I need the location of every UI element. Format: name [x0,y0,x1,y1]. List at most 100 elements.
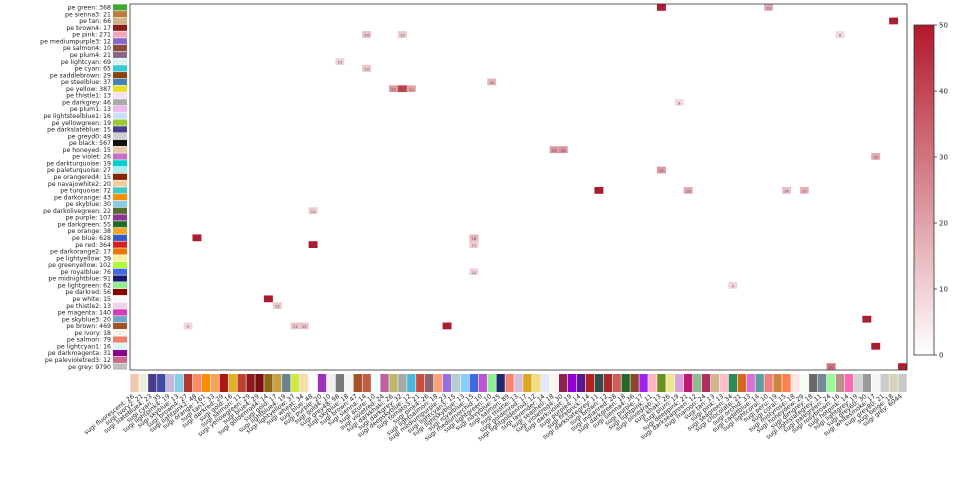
row-swatch [113,146,127,153]
column-swatch [157,374,166,392]
row-color-swatches [113,4,127,370]
row-label: pe darkslateblue: 15 [47,127,111,134]
row-label: pe darkorange: 43 [54,194,111,201]
column-swatch [130,374,139,392]
row-swatch [113,92,127,99]
row-label: pe black: 567 [69,140,111,147]
cell-value: 50 [873,345,878,349]
column-swatch [692,374,702,392]
heatmap-cell [558,146,568,154]
row-label: pe magenta: 140 [58,310,111,317]
cell-value: 50 [445,325,450,329]
heatmap-cell [406,85,416,93]
row-label: pe grey: 9790 [68,364,111,371]
row-swatch [113,275,127,282]
column-swatch [728,374,738,392]
row-swatch [113,343,127,350]
cell-value: 13 [364,67,369,71]
column-swatch [594,374,604,392]
row-swatch [113,282,127,289]
row-label: pe plum4: 21 [70,52,111,59]
column-swatch [166,374,175,392]
colorbar: 0 10 20 30 40 50 [913,22,948,360]
column-swatch [746,374,755,392]
cell-value: 18 [766,6,771,10]
column-swatch [630,374,639,392]
heatmap-cell [183,322,193,330]
row-swatch [113,153,127,160]
heatmap-cell [335,58,345,65]
colorbar-tick-label: 50 [939,22,948,30]
column-swatch [719,374,729,392]
column-swatch [755,374,764,392]
row-label: pe violet: 26 [72,154,111,161]
colorbar-tick-label: 30 [939,154,948,162]
cell-value: 50 [311,244,316,248]
cell-value: 20 [409,88,414,92]
column-swatch [737,374,746,392]
row-swatch [113,214,127,221]
row-swatch [113,119,127,126]
cell-value: 50 [266,298,271,302]
row-label: pe paleturquoise: 27 [47,167,111,174]
row-swatch [113,241,127,248]
row-label: pe salmon4: 10 [63,45,111,52]
colorbar-gradient [913,24,935,356]
row-label: pe darkorange2: 17 [50,249,111,256]
row-swatch [113,139,127,147]
column-swatch [550,374,559,392]
row-label: pe thistle1: 13 [66,93,111,100]
row-swatch [113,133,127,140]
row-label: pe darkmagenta: 31 [48,350,111,357]
colorbar-tick-label: 40 [939,88,948,96]
cell-value: 9 [187,325,190,329]
row-label: pe darkolivegreen: 22 [43,208,111,215]
heatmap-cell [862,315,872,323]
column-swatch [648,374,657,392]
column-swatch [353,374,362,392]
heatmap-cell [781,187,791,194]
row-swatch [113,261,127,269]
heatmap-cell [799,187,809,194]
row-swatch [113,85,127,92]
column-swatch [451,374,461,392]
column-swatch [371,374,380,392]
column-swatch [558,374,568,392]
column-swatch [541,374,550,392]
cell-value: 13 [302,325,307,329]
column-swatch [871,374,880,392]
heatmap-cell [871,342,881,350]
column-swatch [603,374,612,392]
row-label: pe skyblue3: 20 [62,316,111,323]
row-label: pe lightsteelblue1: 16 [43,113,111,120]
column-swatch [764,374,773,392]
column-swatch [201,374,211,392]
column-swatch [675,374,684,392]
row-swatch [113,309,127,316]
row-label: pe honeyed: 15 [63,147,112,154]
column-swatch [889,374,898,392]
column-swatch [835,374,845,392]
heatmap-cell [192,234,202,242]
row-label: pe ivory: 18 [74,330,111,337]
row-swatch [113,302,127,309]
column-swatch [273,374,282,392]
column-swatch [567,374,577,392]
column-swatch [666,374,675,392]
heatmap-cell [362,65,372,72]
cell-value: 12 [400,34,405,38]
column-swatch [407,374,416,392]
row-label: pe sienna3: 21 [65,11,111,18]
cell-value: 12 [275,305,280,309]
cell-value: 50 [597,189,602,193]
row-label: pe darkgreen: 55 [58,221,111,228]
row-label: pe darkturquoise: 19 [46,160,111,167]
column-swatch [514,374,523,392]
heatmap-cell [362,31,372,38]
column-swatch [478,374,487,392]
row-swatch [113,329,127,336]
column-swatch [809,374,818,392]
heatmap-cell [272,302,282,309]
heatmap-cell [397,85,407,93]
column-swatch [523,374,532,392]
